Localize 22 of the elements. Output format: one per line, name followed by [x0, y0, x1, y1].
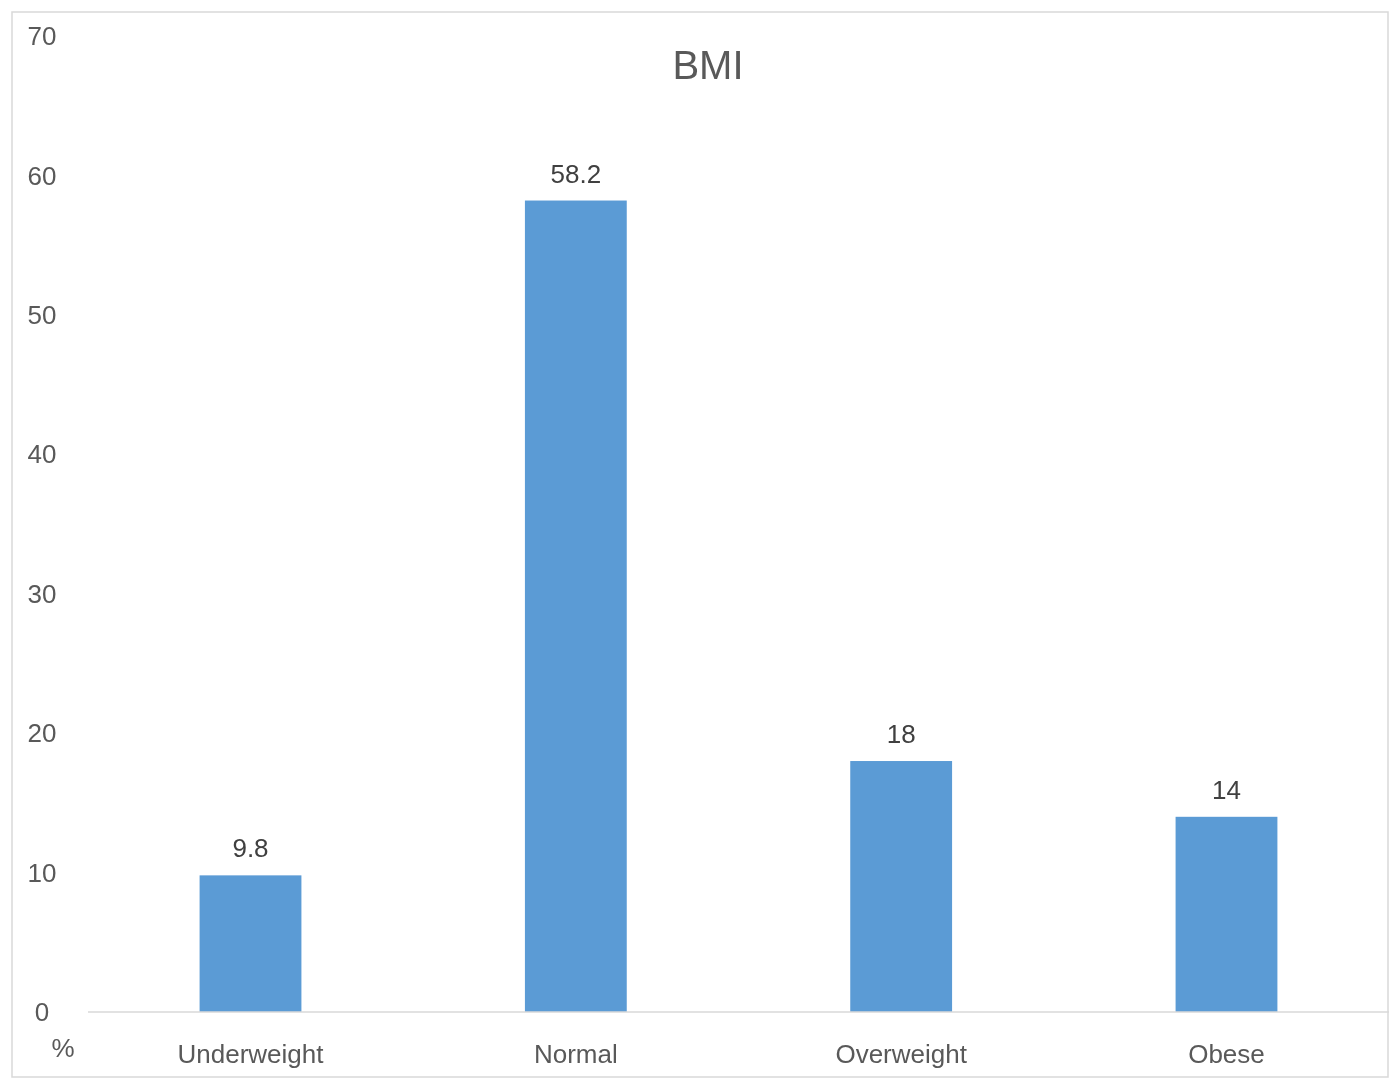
y-tick-label: 60	[27, 160, 57, 191]
y-tick-label: 10	[27, 857, 57, 888]
data-label: 14	[1212, 774, 1241, 805]
bar	[1175, 816, 1278, 1012]
y-tick-label: 50	[27, 299, 57, 330]
bar	[850, 761, 953, 1012]
bar	[199, 875, 302, 1012]
data-label: 9.8	[232, 833, 269, 864]
y-tick-label: 20	[27, 718, 57, 749]
x-tick-label: Obese	[1188, 1039, 1265, 1070]
x-tick-label: Normal	[533, 1039, 618, 1070]
bar	[524, 200, 627, 1012]
y-tick-label: 30	[27, 578, 57, 609]
chart-title: BMI	[672, 43, 744, 87]
y-tick-label: 40	[27, 439, 57, 470]
y-axis-title: %	[51, 1033, 75, 1064]
y-tick-label: 70	[27, 21, 57, 52]
data-label: 58.2	[550, 158, 602, 189]
x-tick-label: Underweight	[177, 1039, 325, 1070]
data-label: 18	[886, 719, 916, 750]
x-tick-label: Overweight	[835, 1039, 968, 1070]
y-tick-label: 0	[34, 997, 50, 1028]
